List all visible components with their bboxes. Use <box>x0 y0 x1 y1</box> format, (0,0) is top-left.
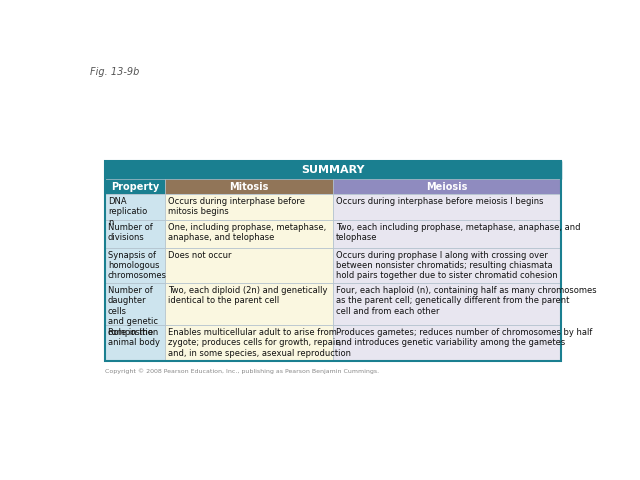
Text: Enables multicellular adult to arise from
zygote; produces cells for growth, rep: Enables multicellular adult to arise fro… <box>168 328 351 358</box>
Bar <box>333 194 561 220</box>
Bar <box>165 179 333 194</box>
Text: Mitosis: Mitosis <box>229 181 269 192</box>
Bar <box>105 179 165 194</box>
Text: Number of
divisions: Number of divisions <box>108 223 152 242</box>
Text: Two, each including prophase, metaphase, anaphase, and
telophase: Two, each including prophase, metaphase,… <box>336 223 580 242</box>
Text: Fig. 13-9b: Fig. 13-9b <box>90 67 140 77</box>
Bar <box>165 283 333 325</box>
Text: Occurs during prophase I along with crossing over
between nonsister chromatids; : Occurs during prophase I along with cros… <box>336 251 557 280</box>
Text: DNA
replicatio
n: DNA replicatio n <box>108 197 147 227</box>
Bar <box>165 325 333 360</box>
Bar <box>105 161 561 360</box>
Text: Two, each diploid (2n) and genetically
identical to the parent cell: Two, each diploid (2n) and genetically i… <box>168 286 328 305</box>
Bar <box>333 248 561 283</box>
Bar <box>105 220 165 248</box>
Text: Meiosis: Meiosis <box>426 181 468 192</box>
Text: Produces gametes; reduces number of chromosomes by half
and introduces genetic v: Produces gametes; reduces number of chro… <box>336 328 592 347</box>
Text: Does not occur: Does not occur <box>168 251 232 260</box>
Bar <box>105 194 165 220</box>
Text: One, including prophase, metaphase,
anaphase, and telophase: One, including prophase, metaphase, anap… <box>168 223 326 242</box>
Text: Copyright © 2008 Pearson Education, Inc., publishing as Pearson Benjamin Cumming: Copyright © 2008 Pearson Education, Inc.… <box>105 368 379 374</box>
Bar <box>165 248 333 283</box>
Bar <box>165 220 333 248</box>
Text: Number of
daughter
cells
and genetic
composition: Number of daughter cells and genetic com… <box>108 286 159 336</box>
Bar <box>105 161 561 179</box>
Bar <box>105 248 165 283</box>
Text: Synapsis of
homologous
chromosomes: Synapsis of homologous chromosomes <box>108 251 167 280</box>
Bar <box>105 283 165 325</box>
Text: Four, each haploid (n), containing half as many chromosomes
as the parent cell; : Four, each haploid (n), containing half … <box>336 286 596 316</box>
Bar <box>105 325 165 360</box>
Bar <box>333 325 561 360</box>
Text: SUMMARY: SUMMARY <box>301 165 365 175</box>
Bar <box>333 283 561 325</box>
Text: Role in the
animal body: Role in the animal body <box>108 328 160 347</box>
Text: Property: Property <box>111 181 159 192</box>
Text: Occurs during interphase before
mitosis begins: Occurs during interphase before mitosis … <box>168 197 305 216</box>
Bar <box>165 194 333 220</box>
Bar <box>333 179 561 194</box>
Text: Occurs during interphase before meiosis I begins: Occurs during interphase before meiosis … <box>336 197 543 206</box>
Bar <box>333 220 561 248</box>
